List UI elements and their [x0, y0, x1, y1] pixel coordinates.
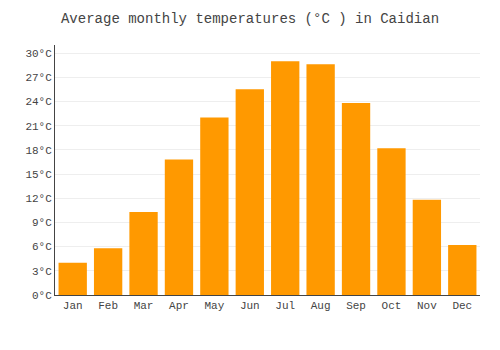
svg-text:Apr: Apr [169, 300, 189, 312]
svg-text:Feb: Feb [98, 300, 118, 312]
svg-text:Sep: Sep [346, 300, 366, 312]
svg-text:May: May [204, 300, 224, 312]
svg-text:27°C: 27°C [25, 72, 52, 84]
svg-text:Dec: Dec [452, 300, 472, 312]
svg-text:Jul: Jul [275, 300, 295, 312]
svg-text:9°C: 9°C [32, 217, 52, 229]
svg-text:Nov: Nov [417, 300, 437, 312]
svg-text:Mar: Mar [134, 300, 154, 312]
svg-text:6°C: 6°C [32, 241, 52, 253]
svg-text:21°C: 21°C [25, 121, 52, 133]
svg-text:18°C: 18°C [25, 145, 52, 157]
svg-text:15°C: 15°C [25, 169, 52, 181]
svg-text:24°C: 24°C [25, 96, 52, 108]
svg-text:Oct: Oct [382, 300, 402, 312]
svg-text:Aug: Aug [311, 300, 331, 312]
svg-text:Average monthly temperatures (: Average monthly temperatures (°C ) in Ca… [61, 11, 439, 27]
svg-text:30°C: 30°C [25, 48, 52, 60]
svg-text:3°C: 3°C [32, 266, 52, 278]
svg-text:0°C: 0°C [32, 290, 52, 302]
svg-text:Jan: Jan [63, 300, 83, 312]
svg-text:Jun: Jun [240, 300, 260, 312]
svg-text:12°C: 12°C [25, 193, 52, 205]
